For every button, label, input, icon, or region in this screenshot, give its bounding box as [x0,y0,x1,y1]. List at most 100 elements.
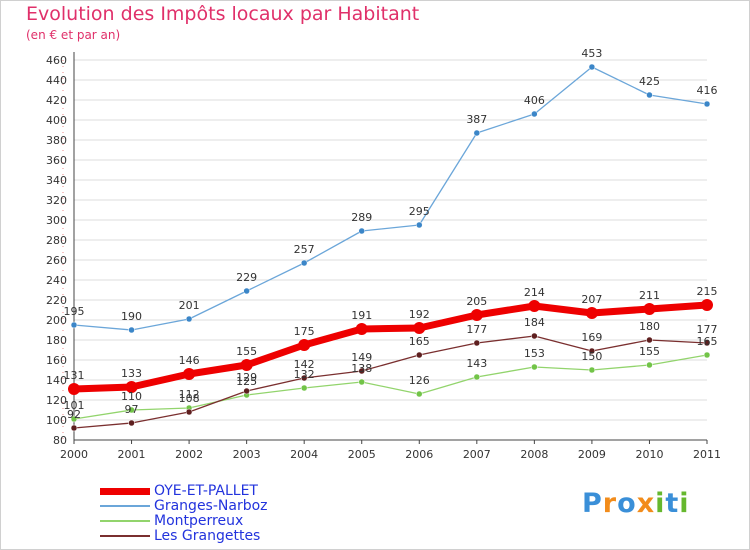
data-label-montperreux: 155 [639,345,660,358]
data-label-montperreux: 143 [466,357,487,370]
y-tick-label: 100 [46,414,67,427]
legend: OYE-ET-PALLET Granges-Narboz Montperreux Le… [100,484,360,544]
data-point-les-grangettes [416,351,423,359]
y-tick-label: 420 [46,94,67,107]
legend-swatch [100,535,150,537]
data-point-les-grangettes [243,387,250,395]
logo-letter: r [602,488,618,519]
data-point-granges-narboz [185,315,193,323]
data-label-oye-et-pallet: 133 [121,367,142,380]
data-label-les-grangettes: 169 [581,331,602,344]
legend-label: Granges-Narboz [154,498,268,514]
data-point-montperreux [70,415,78,423]
data-point-oye-et-pallet [355,323,368,335]
x-tick-label: 2004 [290,448,318,461]
data-point-les-grangettes [300,374,308,382]
data-label-granges-narboz: 453 [581,47,602,60]
data-label-les-grangettes: 108 [179,392,200,405]
data-point-granges-narboz [416,221,423,229]
data-point-oye-et-pallet [68,383,80,395]
data-point-oye-et-pallet [125,381,138,393]
y-axis-ticks: 80 100 120 140 160 180 200 220 240 260 280 300 320 34… [46,54,67,447]
y-tick-label: 340 [46,174,67,187]
y-tick-label: 360 [46,154,67,167]
data-point-les-grangettes [70,424,78,432]
data-point-montperreux [531,363,538,371]
legend-label: Les Grangettes [154,528,261,544]
logo-letter: P [582,488,603,519]
data-point-les-grangettes [358,367,365,375]
data-point-granges-narboz [243,287,250,295]
data-point-montperreux [358,378,365,386]
data-point-les-grangettes [703,339,711,347]
y-tick-label: 380 [46,134,67,147]
data-point-montperreux [703,351,711,359]
data-label-oye-et-pallet: 131 [64,369,85,382]
y-tick-label: 140 [46,374,67,387]
data-label-montperreux: 125 [236,375,257,388]
data-point-oye-et-pallet [643,303,656,315]
chart-title: Evolution des Impôts locaux par Habitant [26,3,420,25]
data-point-granges-narboz [128,326,135,334]
data-label-granges-narboz: 257 [294,243,315,256]
series-line-granges-narboz [73,66,708,331]
data-label-granges-narboz: 289 [351,211,372,224]
grid-lines [74,59,707,441]
data-labels: 195 190 201 229 257 289 295 387 406 453 425 416 101 1… [64,47,718,421]
x-tick-label: 2002 [175,448,203,461]
data-label-oye-et-pallet: 146 [179,354,200,367]
data-point-les-grangettes [646,336,653,344]
legend-item-montperreux: Montperreux [100,514,360,529]
data-point-les-grangettes [531,332,538,340]
data-label-granges-narboz: 387 [466,113,487,126]
data-point-granges-narboz [588,63,596,71]
data-label-les-grangettes: 92 [67,408,81,421]
data-label-montperreux: 153 [524,347,545,360]
y-tick-label: 260 [46,254,67,267]
data-label-granges-narboz: 195 [64,305,85,318]
legend-item-oye-et-pallet: OYE-ET-PALLET [100,484,360,499]
data-label-montperreux: 132 [294,368,315,381]
data-label-montperreux: 112 [179,388,200,401]
data-label-granges-narboz: 425 [639,75,660,88]
data-point-granges-narboz [646,91,653,99]
logo-letter: i [655,488,666,519]
y-tick-label: 440 [46,74,67,87]
data-label-oye-et-pallet: 205 [466,295,487,308]
series-line-montperreux [73,354,708,420]
data-point-montperreux [473,373,481,381]
data-label-oye-et-pallet: 155 [236,345,257,358]
legend-swatch [100,487,150,495]
data-point-granges-narboz [703,100,711,108]
x-tick-label: 2001 [118,448,146,461]
y-tick-label: 80 [53,434,67,447]
data-label-montperreux: 165 [697,335,718,348]
data-point-granges-narboz [70,321,78,329]
chart-subtitle: (en € et par an) [26,28,121,42]
data-label-oye-et-pallet: 191 [351,309,372,322]
data-label-les-grangettes: 165 [409,335,430,348]
data-label-les-grangettes: 149 [351,351,372,364]
data-point-granges-narboz [473,129,481,137]
y-tick-label: 400 [46,114,67,127]
data-label-oye-et-pallet: 211 [639,289,660,302]
series-line-les-grangettes [73,335,708,429]
logo-letter: x [636,488,656,519]
data-label-oye-et-pallet: 207 [581,293,602,306]
x-tick-label: 2010 [635,448,663,461]
data-point-les-grangettes [473,339,481,347]
data-point-montperreux [300,384,308,392]
data-label-granges-narboz: 295 [409,205,430,218]
x-tick-label: 2003 [233,448,261,461]
legend-label: OYE-ET-PALLET [154,483,258,499]
data-label-oye-et-pallet: 192 [409,308,430,321]
x-tick-label: 2008 [520,448,548,461]
x-tick-label: 2006 [405,448,433,461]
data-point-montperreux [128,406,135,414]
data-label-les-grangettes: 129 [236,371,257,384]
proxiti-logo: Proxiti [582,488,690,519]
data-point-montperreux [416,390,423,398]
data-label-granges-narboz: 406 [524,94,545,107]
